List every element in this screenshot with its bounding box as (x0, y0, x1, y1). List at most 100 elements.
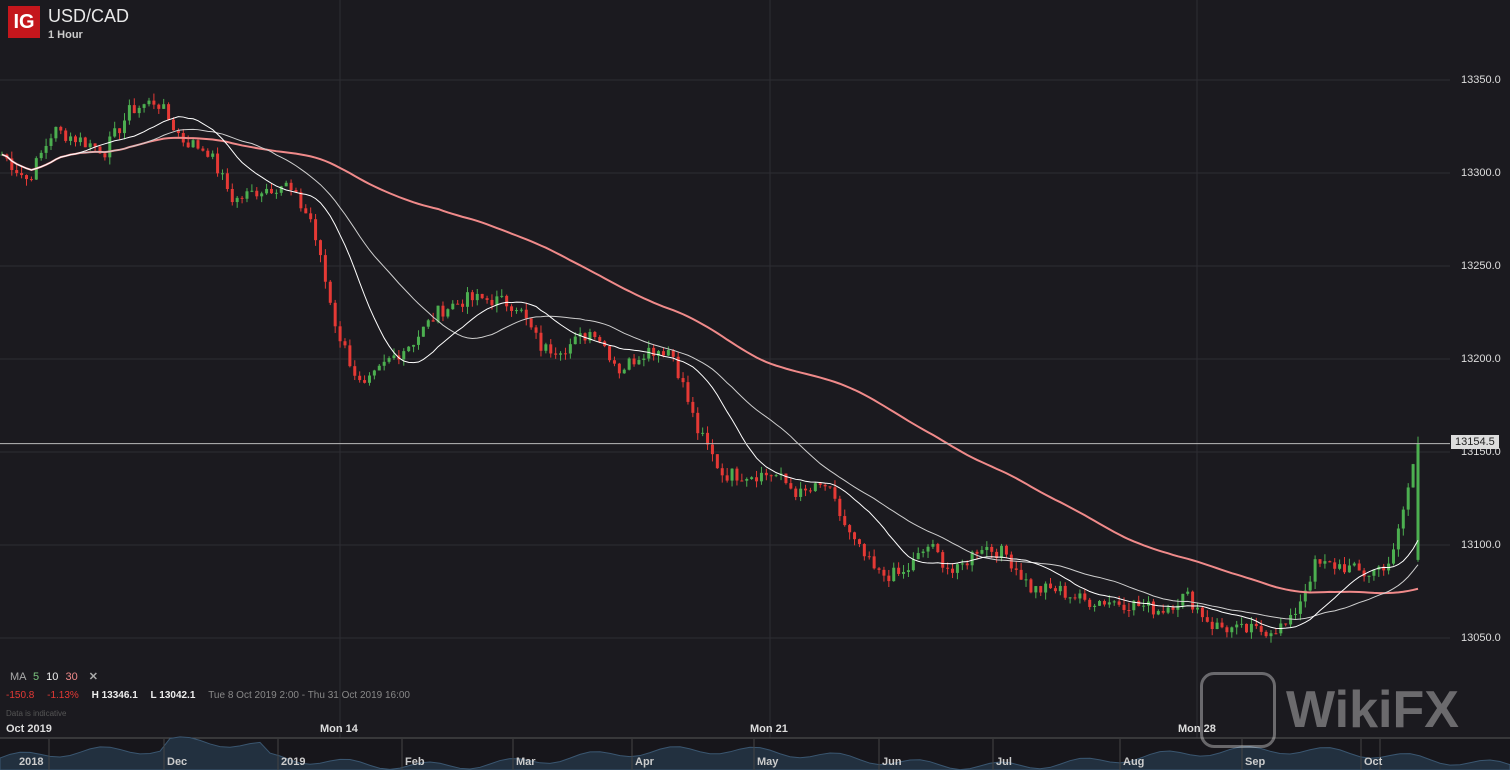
stats-bar: -150.8 -1.13% H 13346.1 L 13042.1 Tue 8 … (6, 690, 410, 701)
x-tick: Mon 28 (1178, 723, 1216, 735)
candle (402, 351, 406, 360)
candle (593, 332, 597, 338)
candle (745, 478, 749, 481)
symbol-title[interactable]: USD/CAD (48, 6, 130, 26)
candle (1357, 563, 1361, 571)
candle (578, 333, 582, 337)
candle (872, 556, 876, 569)
candle (706, 432, 710, 445)
candle (318, 240, 322, 256)
ma30-line (1, 136, 1419, 595)
candle (1049, 583, 1053, 589)
candle (29, 179, 33, 181)
candle (1196, 607, 1200, 610)
candle (666, 350, 670, 356)
candle (1151, 601, 1155, 615)
candle (235, 197, 239, 203)
candle (862, 544, 866, 557)
candle (632, 358, 636, 365)
candle (563, 353, 567, 355)
candle (171, 119, 175, 131)
candle (216, 153, 220, 174)
candle (906, 570, 910, 572)
candle (118, 128, 122, 134)
candle (622, 369, 626, 374)
candle (1254, 623, 1258, 627)
remove-ma-icon[interactable]: ✕ (88, 671, 98, 683)
candle (343, 341, 347, 346)
candle (206, 150, 210, 157)
candle (1044, 583, 1048, 593)
candle (167, 104, 171, 120)
candle (774, 475, 778, 477)
candle (1294, 613, 1298, 615)
candle (833, 487, 837, 499)
candle (220, 173, 224, 175)
candle (1171, 607, 1175, 610)
nav-label: Sep (1245, 756, 1266, 768)
current-price-label: 13154.5 (1451, 435, 1499, 449)
candle (265, 188, 269, 194)
candle (1298, 601, 1302, 614)
candle (196, 140, 200, 149)
candle (838, 498, 842, 517)
ma-10: 10 (46, 671, 59, 683)
candle (122, 120, 126, 134)
candle (1235, 624, 1239, 628)
timeframe-label[interactable]: 1 Hour (48, 29, 83, 41)
candle (59, 126, 63, 131)
candle (274, 192, 278, 194)
ma-label: MA (10, 671, 26, 683)
candle (49, 138, 53, 146)
candle (730, 468, 734, 481)
candle (764, 472, 768, 476)
candle (446, 309, 450, 317)
candle (1347, 565, 1351, 573)
candle (755, 477, 759, 482)
candle (372, 370, 376, 376)
candle (39, 152, 43, 159)
candle (1132, 600, 1136, 611)
candle (1102, 601, 1106, 605)
candle (230, 188, 234, 203)
candle (470, 292, 474, 301)
candle (1352, 563, 1356, 566)
candle (505, 295, 509, 307)
candle (279, 186, 283, 193)
candle (98, 146, 102, 154)
candle (348, 345, 352, 367)
candle (289, 182, 293, 191)
candle (1181, 593, 1185, 606)
candle (132, 105, 136, 114)
candle (549, 344, 553, 354)
candle (1333, 562, 1337, 569)
candle (1372, 569, 1376, 576)
candle (485, 298, 489, 300)
candle (514, 310, 518, 312)
y-tick: 13300.0 (1461, 167, 1501, 179)
candle (990, 546, 994, 552)
candle (137, 107, 141, 114)
candle (1303, 590, 1307, 602)
candle (1220, 622, 1224, 628)
candle (715, 454, 719, 469)
candle (1318, 559, 1322, 564)
nav-label: 2019 (281, 756, 306, 768)
navigator-series (0, 736, 1510, 770)
candle (186, 142, 190, 148)
candle (941, 552, 945, 568)
y-tick: 13100.0 (1461, 539, 1501, 551)
nav-label: Jul (996, 756, 1012, 768)
candle (176, 130, 180, 134)
candle (583, 333, 587, 341)
y-tick: 13350.0 (1461, 74, 1501, 86)
candle (1068, 597, 1072, 599)
candle (338, 326, 342, 342)
candle (1029, 579, 1033, 593)
candle (407, 346, 411, 352)
candle (1142, 605, 1146, 607)
y-tick: 13200.0 (1461, 353, 1501, 365)
candle (10, 158, 14, 171)
candle (1416, 443, 1420, 560)
